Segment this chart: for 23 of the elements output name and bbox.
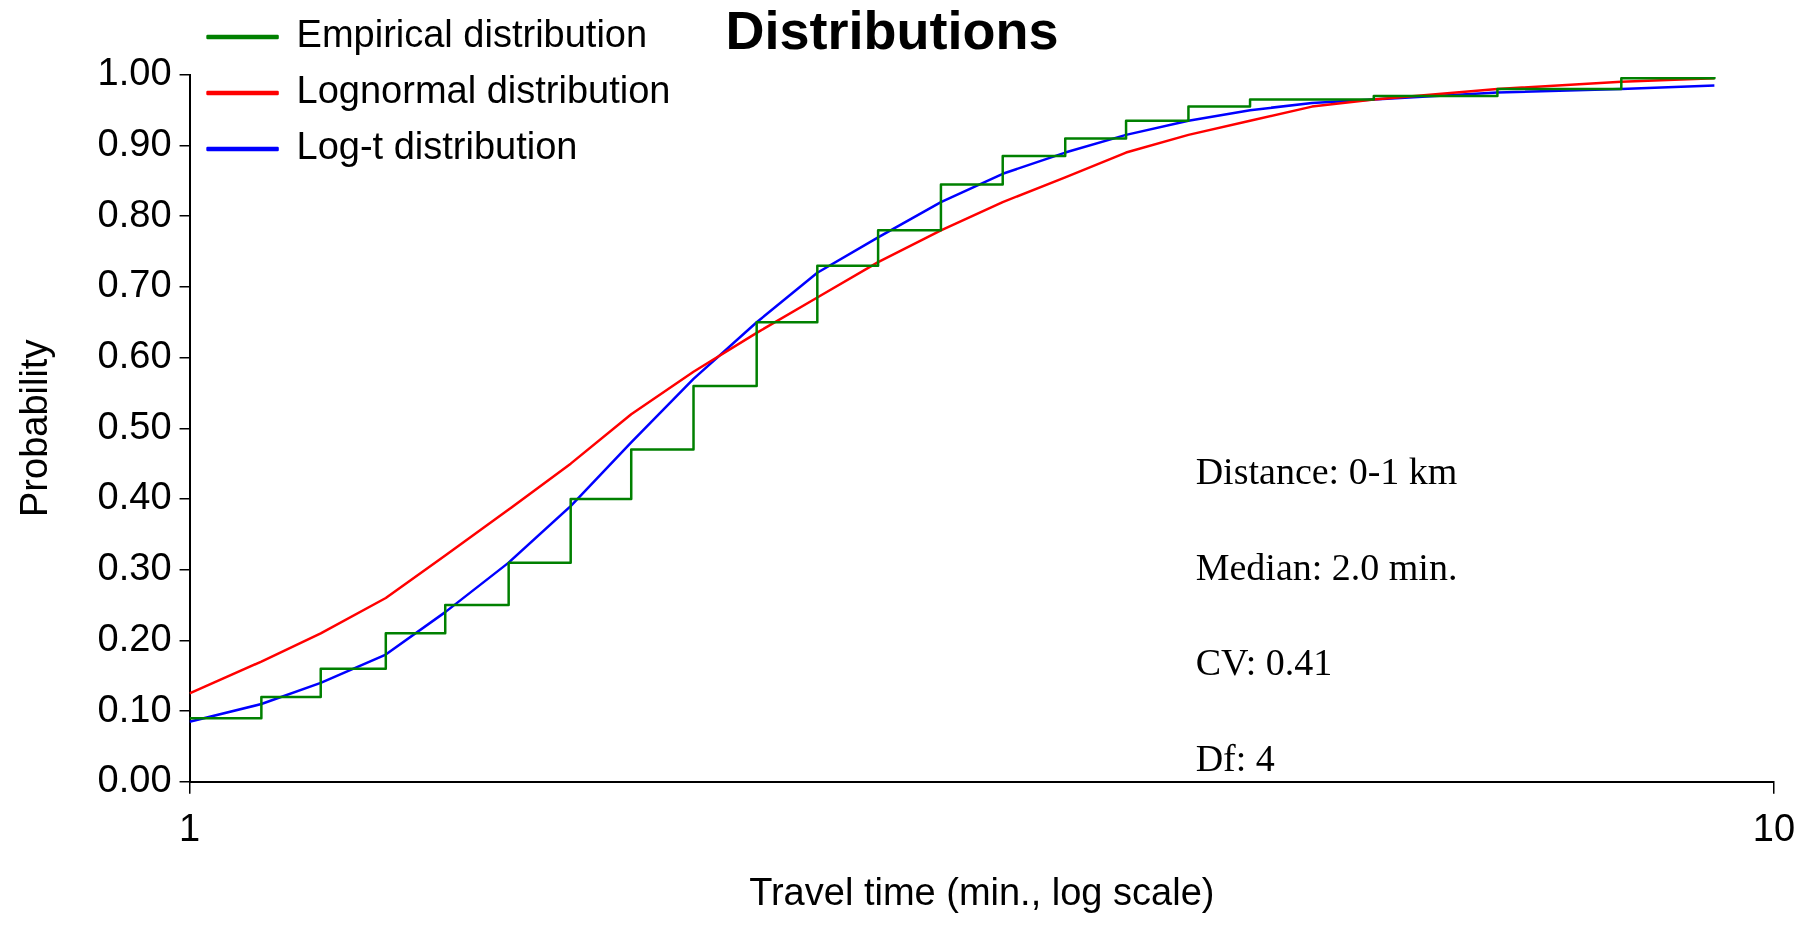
legend-label: Log-t distribution: [296, 125, 578, 168]
x-tick-label: 1: [178, 807, 201, 850]
y-tick-label: 1.00: [97, 51, 172, 94]
chart-title: Distributions: [725, 0, 1059, 61]
y-tick-label: 0.00: [97, 758, 172, 801]
y-tick-label: 0.40: [97, 475, 172, 518]
annotation: CV: 0.41: [1195, 641, 1333, 684]
x-axis-title: Travel time (min., log scale): [749, 870, 1215, 913]
annotation: Distance: 0-1 km: [1195, 450, 1458, 493]
annotation: Median: 2.0 min.: [1195, 545, 1458, 588]
y-tick-label: 0.50: [97, 404, 172, 447]
y-tick-label: 0.30: [97, 546, 172, 589]
legend-label: Empirical distribution: [296, 13, 648, 56]
legend-label: Lognormal distribution: [296, 69, 671, 112]
y-tick-label: 0.80: [97, 192, 172, 235]
annotation: Df: 4: [1195, 736, 1275, 779]
y-tick-label: 0.70: [97, 263, 172, 306]
y-tick-label: 0.20: [97, 616, 172, 659]
y-tick-label: 0.60: [97, 334, 172, 377]
y-tick-label: 0.90: [97, 121, 172, 164]
y-tick-label: 0.10: [97, 687, 172, 730]
x-tick-label: 10: [1752, 807, 1796, 850]
y-axis-title: Probability: [13, 339, 56, 518]
